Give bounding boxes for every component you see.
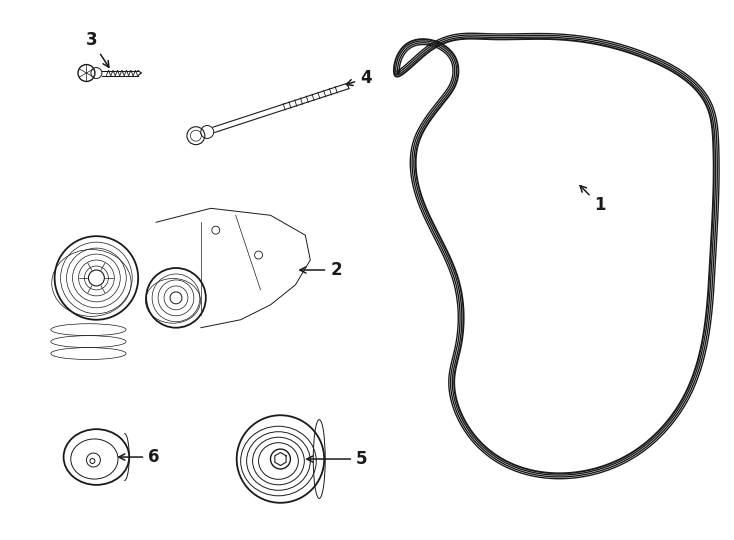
Text: 5: 5 <box>307 450 368 468</box>
Text: 2: 2 <box>300 261 342 279</box>
Text: 6: 6 <box>119 448 159 466</box>
Text: 3: 3 <box>86 31 109 68</box>
Text: 1: 1 <box>580 186 606 214</box>
Text: 4: 4 <box>346 69 371 87</box>
